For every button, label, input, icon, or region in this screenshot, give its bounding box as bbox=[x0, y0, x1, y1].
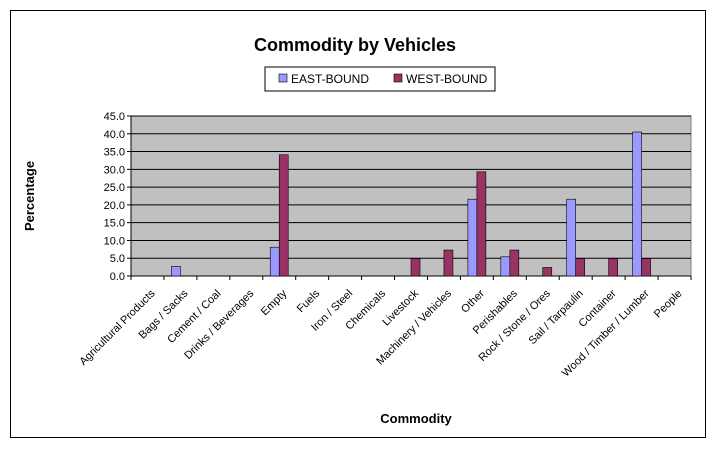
y-axis-ticks: 0.0 5.0 10.0 15.0 20.0 25.0 30.0 35.0 40.0 45.0 bbox=[104, 111, 125, 283]
y-tick-label: 20.0 bbox=[104, 200, 125, 212]
y-tick-label: 30.0 bbox=[104, 164, 125, 176]
legend-swatch-east-bound bbox=[278, 73, 288, 83]
bar-west-bound bbox=[443, 249, 454, 277]
x-tick-label: Fuels bbox=[295, 287, 323, 315]
x-tick-label: People bbox=[652, 288, 685, 321]
y-tick-label: 40.0 bbox=[104, 129, 125, 141]
y-tick-label: 25.0 bbox=[104, 182, 125, 194]
bar-east-bound bbox=[269, 246, 280, 277]
y-tick-label: 35.0 bbox=[104, 147, 125, 159]
bar-west-bound bbox=[542, 267, 553, 277]
y-tick-label: 0.0 bbox=[110, 271, 125, 283]
x-tick-label: Empty bbox=[259, 287, 290, 318]
bar-east-bound bbox=[632, 131, 642, 277]
bar-west-bound bbox=[509, 249, 520, 277]
y-tick-label: 15.0 bbox=[104, 218, 125, 230]
chart-frame: Commodity by Vehicles EAST-BOUND WEST-BO… bbox=[10, 10, 706, 438]
y-tick-label: 5.0 bbox=[110, 253, 125, 265]
gridlines bbox=[127, 115, 691, 277]
x-tick-label: Other bbox=[459, 287, 487, 315]
y-axis-title: Percentage bbox=[22, 161, 37, 231]
bar-west-bound bbox=[641, 258, 651, 277]
bar-west-bound bbox=[278, 154, 289, 277]
plot-area bbox=[130, 115, 692, 277]
bar-east-bound bbox=[500, 256, 511, 277]
bar-chart: Commodity by Vehicles EAST-BOUND WEST-BO… bbox=[22, 35, 692, 426]
x-axis-title: Commodity bbox=[380, 411, 452, 426]
bar-west-bound bbox=[575, 258, 586, 277]
legend: EAST-BOUND WEST-BOUND bbox=[264, 66, 496, 92]
legend-label-west-bound: WEST-BOUND bbox=[406, 72, 488, 86]
bar-west-bound bbox=[608, 258, 618, 277]
y-tick-label: 10.0 bbox=[104, 235, 125, 247]
bar-east-bound bbox=[566, 198, 577, 277]
bar-east-bound bbox=[171, 266, 181, 277]
bar-west-bound bbox=[410, 258, 421, 277]
legend-swatch-west-bound bbox=[393, 73, 403, 83]
bar-west-bound bbox=[476, 171, 487, 277]
legend-label-east-bound: EAST-BOUND bbox=[291, 72, 369, 86]
y-tick-label: 45.0 bbox=[104, 111, 125, 123]
legend-box bbox=[264, 66, 496, 92]
bars bbox=[171, 131, 651, 277]
bar-east-bound bbox=[467, 198, 478, 277]
chart-title: Commodity by Vehicles bbox=[254, 35, 456, 55]
